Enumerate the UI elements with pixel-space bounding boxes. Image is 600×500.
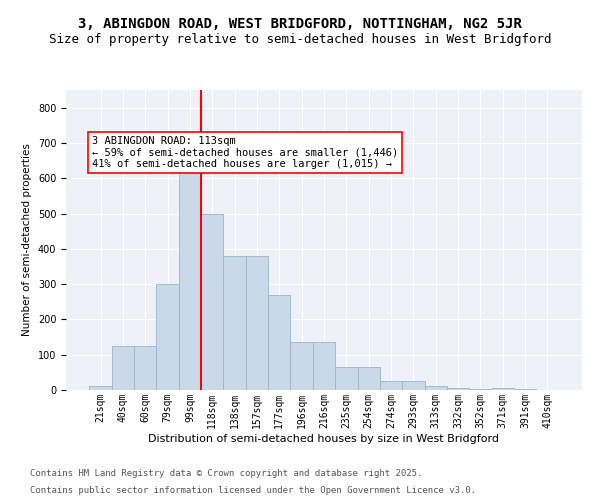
Bar [89, 386, 112, 390]
Bar [290, 342, 313, 390]
Bar [358, 367, 380, 390]
Bar [491, 388, 514, 390]
Bar [223, 256, 246, 390]
Bar [425, 386, 447, 390]
Bar [179, 166, 201, 390]
Text: 3, ABINGDON ROAD, WEST BRIDGFORD, NOTTINGHAM, NG2 5JR: 3, ABINGDON ROAD, WEST BRIDGFORD, NOTTIN… [78, 18, 522, 32]
Bar [201, 214, 223, 390]
Text: Contains HM Land Registry data © Crown copyright and database right 2025.: Contains HM Land Registry data © Crown c… [30, 468, 422, 477]
Text: Contains public sector information licensed under the Open Government Licence v3: Contains public sector information licen… [30, 486, 476, 495]
Bar [112, 346, 134, 390]
Text: Size of property relative to semi-detached houses in West Bridgford: Size of property relative to semi-detach… [49, 32, 551, 46]
Bar [380, 381, 402, 390]
Y-axis label: Number of semi-detached properties: Number of semi-detached properties [22, 144, 32, 336]
Bar [134, 346, 157, 390]
Bar [402, 381, 425, 390]
Bar [246, 256, 268, 390]
Bar [335, 367, 358, 390]
Bar [268, 294, 290, 390]
Text: 3 ABINGDON ROAD: 113sqm
← 59% of semi-detached houses are smaller (1,446)
41% of: 3 ABINGDON ROAD: 113sqm ← 59% of semi-de… [92, 136, 398, 169]
Bar [447, 388, 469, 390]
Bar [157, 284, 179, 390]
Bar [313, 342, 335, 390]
X-axis label: Distribution of semi-detached houses by size in West Bridgford: Distribution of semi-detached houses by … [149, 434, 499, 444]
